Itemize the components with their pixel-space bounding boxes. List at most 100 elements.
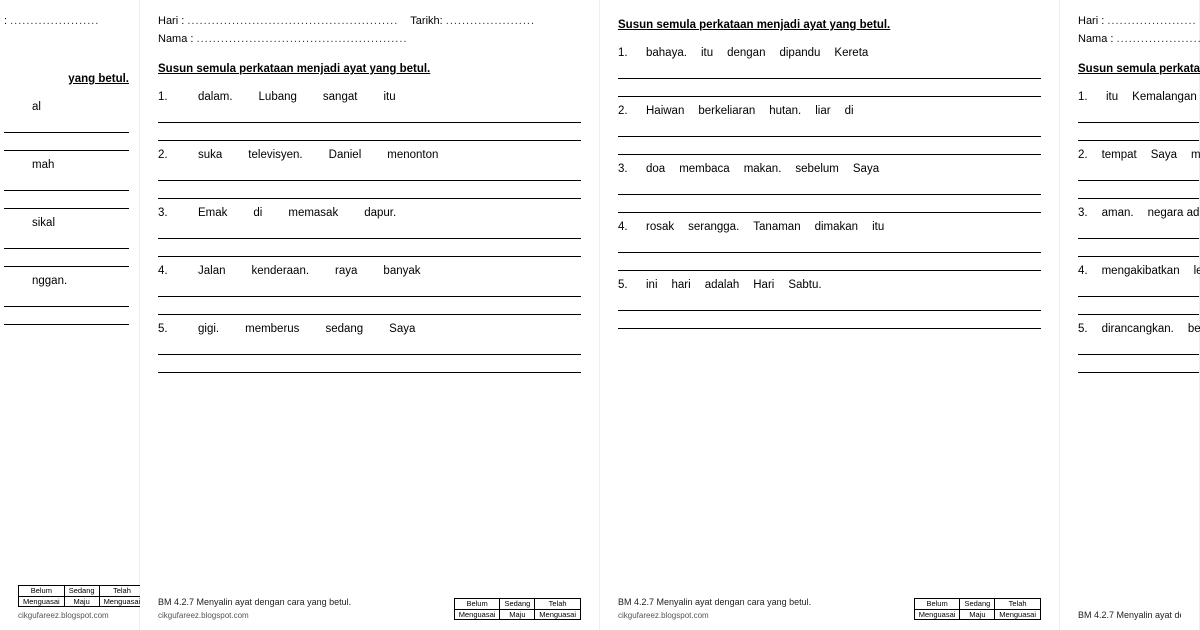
answer-line[interactable] <box>4 293 129 307</box>
word: banyak <box>383 265 420 277</box>
answer-line[interactable] <box>158 359 581 373</box>
answer-line[interactable] <box>618 257 1041 271</box>
answer-line[interactable] <box>618 123 1041 137</box>
question-row: 3.Emakdimemasakdapur. <box>158 207 581 257</box>
standard-code: BM 4.2.7 Menyalin ayat dengan cara yang … <box>618 597 811 607</box>
word: itu <box>383 91 395 103</box>
answer-line[interactable] <box>1078 185 1199 199</box>
answer-line[interactable] <box>1078 127 1199 141</box>
question-row: 5.inihariadalahHariSabtu. <box>618 279 1041 329</box>
nama-field[interactable]: Nama : ...................... <box>1078 33 1199 45</box>
answer-line[interactable] <box>4 253 129 267</box>
word: Saya <box>853 163 879 175</box>
word: itu <box>701 47 713 59</box>
answer-line[interactable] <box>618 141 1041 155</box>
word: liar <box>815 105 830 117</box>
question-row: 4.Jalankenderaan.rayabanyak <box>158 265 581 315</box>
question-number: 4. <box>618 221 632 233</box>
answer-line[interactable] <box>1078 109 1199 123</box>
word: mengakibatkan <box>1102 265 1180 277</box>
answer-line[interactable] <box>618 181 1041 195</box>
worksheet-fragment-left: : ...................... yang betul. alm… <box>0 0 140 630</box>
question-number: 2. <box>618 105 632 117</box>
answer-line[interactable] <box>1078 341 1199 355</box>
answer-line[interactable] <box>4 137 129 151</box>
question-row: 2.sukatelevisyen.Danielmenonton <box>158 149 581 199</box>
word: berk <box>1188 323 1200 335</box>
answer-line[interactable] <box>4 119 129 133</box>
answer-line[interactable] <box>618 65 1041 79</box>
answer-line[interactable] <box>158 301 581 315</box>
answer-line[interactable] <box>158 243 581 257</box>
word: serangga. <box>688 221 739 233</box>
blog-url: cikgufareez.blogspot.com <box>18 611 121 620</box>
question-number: 5. <box>1078 323 1088 335</box>
answer-line[interactable] <box>4 311 129 325</box>
answer-line[interactable] <box>618 199 1041 213</box>
answer-line[interactable] <box>618 297 1041 311</box>
header-colon: : ...................... <box>4 15 129 27</box>
rubric-table: BelumSedangTelah MenguasaiMajuMenguasai <box>454 598 581 620</box>
word: membaca <box>679 163 730 175</box>
answer-line[interactable] <box>158 283 581 297</box>
question-row: 1.dalam.Lubangsangatitu <box>158 91 581 141</box>
word-list: 1.ituKemalangan <box>1078 91 1199 103</box>
question-row: 3.doamembacamakan.sebelumSaya <box>618 163 1041 213</box>
word: sangat <box>323 91 358 103</box>
hari-field[interactable]: Hari : ...................... <box>1078 15 1199 27</box>
word: Sabtu. <box>788 279 821 291</box>
question-row: 4.mengakibatkanleb <box>1078 265 1199 315</box>
answer-line[interactable] <box>158 185 581 199</box>
answer-line[interactable] <box>158 167 581 181</box>
worksheet-3: Susun semula perkataan menjadi ayat yang… <box>600 0 1060 630</box>
answer-line[interactable] <box>1078 301 1199 315</box>
answer-line[interactable] <box>1078 283 1199 297</box>
hari-field[interactable]: Hari : .................................… <box>158 15 581 27</box>
question-row: 1.ituKemalangan <box>1078 91 1199 141</box>
word: makan. <box>744 163 782 175</box>
answer-line[interactable] <box>4 177 129 191</box>
answer-line[interactable] <box>158 109 581 123</box>
answer-line[interactable] <box>158 225 581 239</box>
word: di <box>845 105 854 117</box>
word: hutan. <box>769 105 801 117</box>
word: doa <box>646 163 665 175</box>
word-list: 3.aman.negara ad <box>1078 207 1199 219</box>
word: Hari <box>753 279 774 291</box>
word: menonton <box>387 149 438 161</box>
answer-line[interactable] <box>618 83 1041 97</box>
answer-line[interactable] <box>618 239 1041 253</box>
answer-line[interactable] <box>1078 167 1199 181</box>
question-number: 5. <box>618 279 632 291</box>
answer-line[interactable] <box>618 315 1041 329</box>
question-number: 2. <box>1078 149 1088 161</box>
word-list: mah <box>4 159 129 171</box>
word: suka <box>198 149 222 161</box>
question-number <box>4 217 18 229</box>
answer-line[interactable] <box>158 341 581 355</box>
answer-line[interactable] <box>4 195 129 209</box>
word: dipandu <box>779 47 820 59</box>
word: nggan. <box>32 275 67 287</box>
question-row: mah <box>4 159 129 209</box>
word: Daniel <box>329 149 362 161</box>
nama-field[interactable]: Nama : .................................… <box>158 33 581 45</box>
answer-line[interactable] <box>158 127 581 141</box>
answer-line[interactable] <box>4 235 129 249</box>
answer-line[interactable] <box>1078 225 1199 239</box>
rubric-table: BelumSedangTelah MenguasaiMajuMenguasai <box>18 585 145 607</box>
word: leb <box>1194 265 1200 277</box>
question-number <box>4 275 18 287</box>
word-list: 4.rosakserangga.Tanamandimakanitu <box>618 221 1041 233</box>
answer-line[interactable] <box>1078 359 1199 373</box>
question-number: 3. <box>1078 207 1088 219</box>
word: memasak <box>288 207 338 219</box>
word: al <box>32 101 41 113</box>
question-number: 1. <box>1078 91 1092 103</box>
worksheet-fragment-right: Hari : ...................... Nama : ...… <box>1060 0 1200 630</box>
question-row: al <box>4 101 129 151</box>
question-number: 5. <box>158 323 172 335</box>
answer-line[interactable] <box>1078 243 1199 257</box>
word: televisyen. <box>248 149 302 161</box>
word: bahaya. <box>646 47 687 59</box>
